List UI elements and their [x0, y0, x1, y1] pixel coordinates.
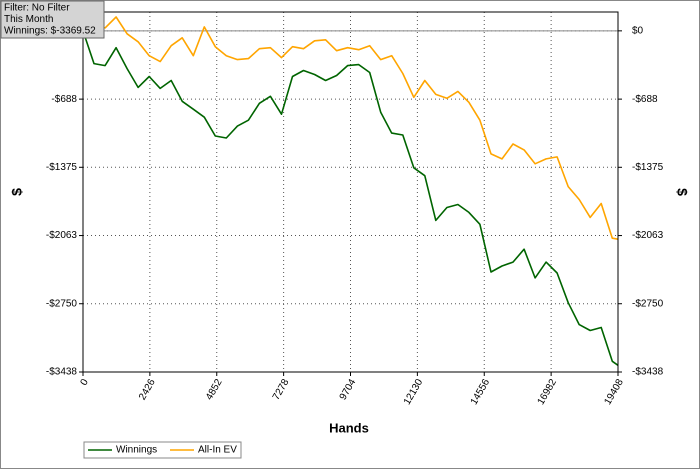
y2-tick-label: -$3438 — [632, 367, 664, 378]
x-axis-label: Hands — [329, 420, 369, 435]
series-line — [82, 30, 619, 366]
y-tick-label: -$3438 — [46, 367, 78, 378]
y-tick-label: -$1375 — [46, 162, 78, 173]
filter-text: Filter: No Filter — [4, 3, 70, 14]
series-line — [82, 16, 619, 240]
legend-label: Winnings — [116, 445, 157, 456]
y-tick-label: -$2750 — [46, 298, 78, 309]
y-tick-label: -$688 — [51, 94, 77, 105]
y2-tick-label: $0 — [632, 25, 644, 36]
y2-axis-label: $ — [674, 188, 690, 196]
plot-border — [82, 11, 619, 373]
filter-text: Winnings: $-3369.52 — [4, 26, 96, 37]
y2-tick-label: -$688 — [632, 94, 658, 105]
y2-tick-label: -$1375 — [632, 162, 664, 173]
legend-box — [83, 441, 242, 459]
y2-tick-label: -$2750 — [632, 298, 664, 309]
legend-label: All-In EV — [198, 445, 237, 456]
filter-box — [0, 0, 105, 39]
y2-tick-label: -$2063 — [632, 230, 664, 241]
x-tick-label: 0 — [79, 377, 92, 388]
filter-text: This Month — [4, 14, 53, 25]
y-tick-label: -$2063 — [46, 230, 78, 241]
y-axis-label: $ — [9, 188, 25, 196]
